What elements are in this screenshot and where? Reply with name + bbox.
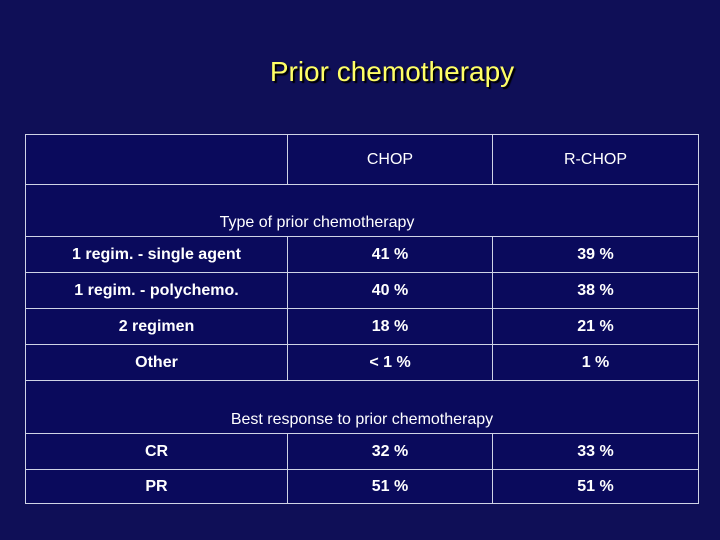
row-rchop-value: 1 %: [493, 345, 698, 381]
row-rchop-value: 39 %: [493, 237, 698, 273]
row-chop-value: 51 %: [288, 470, 493, 503]
row-label: Other: [26, 345, 288, 381]
header-chop: CHOP: [288, 135, 493, 185]
row-label: PR: [26, 470, 288, 503]
row-rchop-value: 33 %: [493, 434, 698, 470]
row-label: CR: [26, 434, 288, 470]
row-chop-value: 41 %: [288, 237, 493, 273]
section-type-of-prior-chemotherapy: Type of prior chemotherapy: [26, 185, 698, 237]
row-chop-value: 32 %: [288, 434, 493, 470]
row-rchop-value: 21 %: [493, 309, 698, 345]
row-label: 2 regimen: [26, 309, 288, 345]
section-best-response: Best response to prior chemotherapy: [26, 381, 698, 434]
row-chop-value: < 1 %: [288, 345, 493, 381]
row-chop-value: 40 %: [288, 273, 493, 309]
chemotherapy-table: CHOP R-CHOP Type of prior chemotherapy 1…: [25, 134, 699, 504]
slide-title: Prior chemotherapy: [269, 56, 515, 87]
row-label: 1 regim. - single agent: [26, 237, 288, 273]
row-label: 1 regim. - polychemo.: [26, 273, 288, 309]
row-rchop-value: 38 %: [493, 273, 698, 309]
header-rchop: R-CHOP: [493, 135, 698, 185]
row-chop-value: 18 %: [288, 309, 493, 345]
header-empty-cell: [26, 135, 288, 185]
row-rchop-value: 51 %: [577, 477, 614, 495]
